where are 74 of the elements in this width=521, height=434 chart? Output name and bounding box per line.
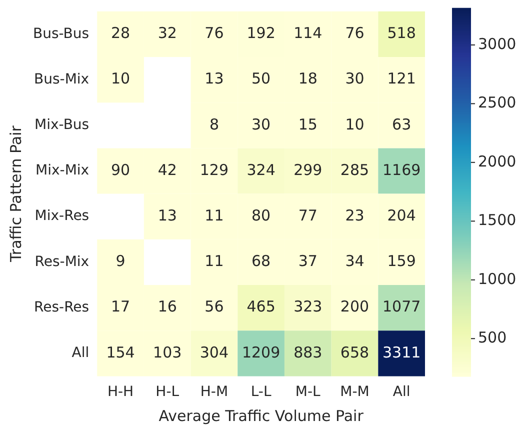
data-label: 90	[110, 160, 130, 179]
data-label: 204	[387, 206, 416, 224]
y-tick-label: Mix-Mix	[36, 162, 90, 179]
x-tick-label: H-M	[200, 384, 228, 400]
data-label: 103	[153, 343, 182, 362]
y-tick-label: All	[72, 345, 90, 362]
data-label: 37	[298, 252, 318, 270]
data-label: 34	[345, 252, 364, 270]
data-label: 30	[345, 70, 364, 88]
data-label: 30	[252, 115, 271, 134]
x-tick-label: M-M	[340, 384, 370, 400]
data-label: 56	[204, 298, 224, 316]
data-label: 18	[298, 70, 318, 88]
y-axis-title: Traffic Pattern Pair	[6, 124, 25, 264]
data-label: 1077	[382, 298, 421, 316]
data-label: 883	[294, 343, 322, 362]
data-label: 10	[345, 115, 364, 134]
x-tick-label: M-L	[295, 384, 321, 400]
data-label: 63	[392, 115, 412, 134]
data-label: 10	[110, 70, 130, 88]
data-label: 76	[345, 24, 364, 42]
color-bar-label: 2000	[478, 152, 516, 170]
data-label: 304	[200, 343, 229, 362]
x-tick-label: H-H	[107, 384, 134, 400]
x-tick-label: L-L	[250, 384, 272, 400]
data-label: 76	[204, 24, 224, 42]
data-label: 200	[340, 298, 370, 316]
data-label: 285	[340, 160, 370, 179]
data-label: 324	[246, 160, 276, 179]
data-label: 3311	[382, 343, 421, 362]
data-label: 192	[246, 24, 276, 42]
data-label: 121	[387, 70, 416, 88]
color-bar-label: 2500	[478, 94, 516, 112]
data-label: 9	[116, 252, 126, 270]
y-tick-label: Res-Res	[34, 299, 90, 316]
data-label: 8	[209, 115, 219, 134]
data-label: 299	[294, 160, 322, 179]
data-label: 1169	[382, 160, 421, 179]
data-label: 13	[158, 206, 177, 224]
data-label: 658	[340, 343, 370, 362]
data-label: 13	[204, 70, 224, 88]
color-bar-label: 500	[478, 328, 507, 346]
data-label: 77	[298, 206, 318, 224]
y-tick-label: Bus-Mix	[34, 71, 90, 88]
data-label: 42	[158, 160, 177, 179]
data-label: 11	[204, 206, 224, 224]
data-label: 15	[298, 115, 318, 134]
data-label: 68	[252, 252, 271, 270]
data-label: 154	[106, 343, 135, 362]
data-label: 129	[200, 160, 229, 179]
color-bar-label: 1500	[478, 211, 516, 230]
data-label: 1209	[242, 343, 280, 362]
color-bar-label: 1000	[478, 270, 516, 288]
data-label: 28	[110, 24, 130, 42]
y-tick-label: Bus-Bus	[32, 26, 90, 42]
data-label: 114	[294, 24, 322, 42]
y-tick-label: Mix-Bus	[34, 117, 90, 134]
data-label: 50	[252, 70, 271, 88]
x-tick-label: All	[392, 384, 410, 400]
y-tick-label: Mix-Res	[34, 208, 90, 224]
data-label: 323	[294, 298, 322, 316]
data-label: 11	[204, 252, 224, 270]
data-label: 465	[246, 298, 276, 316]
data-label: 159	[387, 252, 416, 270]
x-axis-title: Average Traffic Volume Pair	[158, 406, 364, 425]
data-label: 32	[158, 24, 177, 42]
y-tick-label: Res-Mix	[34, 254, 90, 270]
data-label: 23	[345, 206, 364, 224]
x-tick-label: H-L	[156, 384, 180, 400]
data-label: 17	[110, 298, 130, 316]
data-label: 16	[158, 298, 177, 316]
data-label: 518	[387, 24, 416, 42]
data-label: 80	[252, 206, 271, 224]
color-bar-label: 3000	[478, 34, 516, 53]
